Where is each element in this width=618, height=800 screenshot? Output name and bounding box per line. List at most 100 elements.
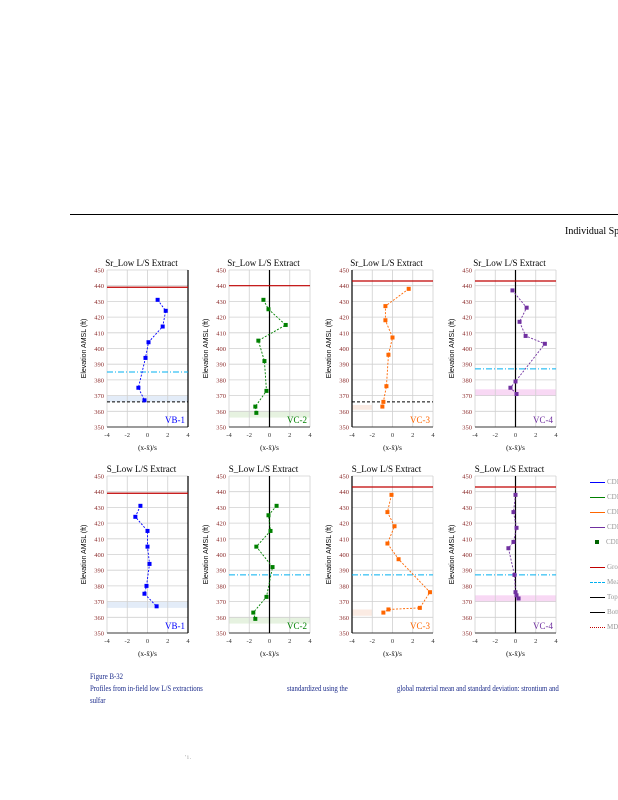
x-tick-label: -2: [125, 432, 130, 439]
data-point: [427, 590, 432, 595]
legend-label: Gro: [607, 563, 618, 571]
x-tick-label: 0: [146, 432, 149, 439]
data-point: [513, 492, 518, 497]
header-rule: [70, 214, 618, 215]
data-point: [160, 324, 165, 329]
y-tick-label: 360: [462, 409, 472, 416]
legend-swatch: [595, 540, 599, 545]
x-tick-label: 0: [268, 432, 271, 439]
y-tick-label: 390: [462, 568, 472, 575]
y-tick-label: 440: [339, 489, 349, 496]
chart-title: Sr_Low L/S Extract: [350, 258, 423, 268]
x-tick-label: 2: [166, 638, 169, 645]
site-label: VC-4: [533, 415, 553, 425]
y-tick-label: 450: [339, 268, 349, 275]
y-tick-label: 390: [216, 362, 226, 369]
data-point: [133, 514, 138, 519]
data-point: [251, 610, 256, 615]
y-tick-label: 410: [94, 536, 104, 543]
data-point: [396, 557, 401, 562]
y-tick-label: 400: [339, 346, 349, 353]
chart-1: 350 360 370 380 390 400 410 420 430 440 450 -4 -2 0 2 4…: [81, 258, 190, 452]
y-tick-label: 350: [339, 425, 349, 432]
site-label: VC-3: [410, 415, 430, 425]
legend-item: CDI: [590, 523, 618, 531]
chart-title: S_Low L/S Extract: [475, 464, 545, 474]
x-axis-label: (x-x̄)/s: [383, 444, 402, 452]
y-tick-label: 380: [94, 583, 104, 590]
chart-title: S_Low L/S Extract: [107, 464, 177, 474]
y-tick-label: 350: [462, 425, 472, 432]
y-tick-label: 370: [94, 393, 104, 400]
data-point: [254, 544, 259, 549]
data-point: [508, 385, 513, 390]
figure-number: Figure B-32: [90, 672, 124, 681]
legend-swatch: [590, 511, 605, 513]
y-tick-label: 360: [339, 409, 349, 416]
y-tick-label: 360: [216, 615, 226, 622]
y-tick-label: 440: [216, 489, 226, 496]
x-tick-label: 0: [391, 638, 394, 645]
x-tick-label: 4: [554, 638, 558, 645]
y-tick-label: 450: [94, 268, 104, 275]
data-point: [511, 539, 516, 544]
y-tick-label: 360: [339, 615, 349, 622]
caption-text-3: global material mean and standard deviat…: [397, 684, 559, 693]
data-point: [516, 596, 521, 601]
y-tick-label: 390: [216, 568, 226, 575]
y-tick-label: 440: [462, 283, 472, 290]
y-tick-label: 400: [216, 346, 226, 353]
data-point: [264, 594, 269, 599]
y-tick-label: 410: [339, 330, 349, 337]
site-label: VC-4: [533, 621, 553, 631]
y-tick-label: 380: [462, 377, 472, 384]
y-tick-label: 350: [462, 631, 472, 638]
x-tick-label: 0: [514, 638, 517, 645]
y-tick-label: 420: [339, 521, 349, 528]
data-point: [383, 304, 388, 309]
site-label: VC-2: [287, 415, 307, 425]
legend-swatch: [590, 481, 605, 483]
legend-swatch: [590, 496, 605, 498]
data-point: [145, 528, 150, 533]
legend-label: Mea: [607, 578, 618, 586]
x-tick-label: 4: [308, 638, 312, 645]
data-point: [142, 591, 147, 596]
y-tick-label: 420: [339, 315, 349, 322]
y-tick-label: 420: [462, 521, 472, 528]
y-axis-label: Elevation AMSL (ft): [449, 525, 456, 585]
data-point: [513, 590, 518, 595]
y-tick-label: 410: [94, 330, 104, 337]
y-tick-label: 370: [339, 599, 349, 606]
legend-label: CDI: [606, 538, 618, 546]
data-point: [523, 333, 528, 338]
data-point: [381, 610, 386, 615]
legend-swatch: [590, 581, 605, 583]
y-tick-label: 390: [339, 568, 349, 575]
y-tick-label: 420: [94, 315, 104, 322]
site-label: VC-3: [410, 621, 430, 631]
data-point: [513, 379, 518, 384]
legend-label: CDI: [607, 478, 618, 486]
y-tick-label: 390: [94, 362, 104, 369]
caption-text-1: Profiles from in-field low L/S extractio…: [90, 684, 203, 693]
x-tick-label: -2: [125, 638, 130, 645]
legend-label: MDI: [607, 623, 618, 631]
y-tick-label: 430: [94, 299, 104, 306]
y-tick-label: 410: [339, 536, 349, 543]
caption-text-4: sulfar: [90, 696, 106, 705]
x-tick-label: 0: [514, 432, 517, 439]
depth-band: [352, 609, 373, 616]
y-tick-label: 350: [216, 631, 226, 638]
y-tick-label: 350: [216, 425, 226, 432]
data-point: [511, 510, 516, 515]
chart-8: 350 360 370 380 390 400 410 420 430 440 450 -4 -2 0 2 4…: [449, 464, 558, 658]
data-point: [146, 340, 151, 345]
y-tick-label: 370: [462, 393, 472, 400]
data-point: [385, 541, 390, 546]
data-series-line: [254, 299, 287, 413]
x-tick-label: 4: [431, 638, 435, 645]
x-tick-label: 4: [554, 432, 558, 439]
x-tick-label: 4: [186, 638, 190, 645]
y-tick-label: 430: [216, 505, 226, 512]
